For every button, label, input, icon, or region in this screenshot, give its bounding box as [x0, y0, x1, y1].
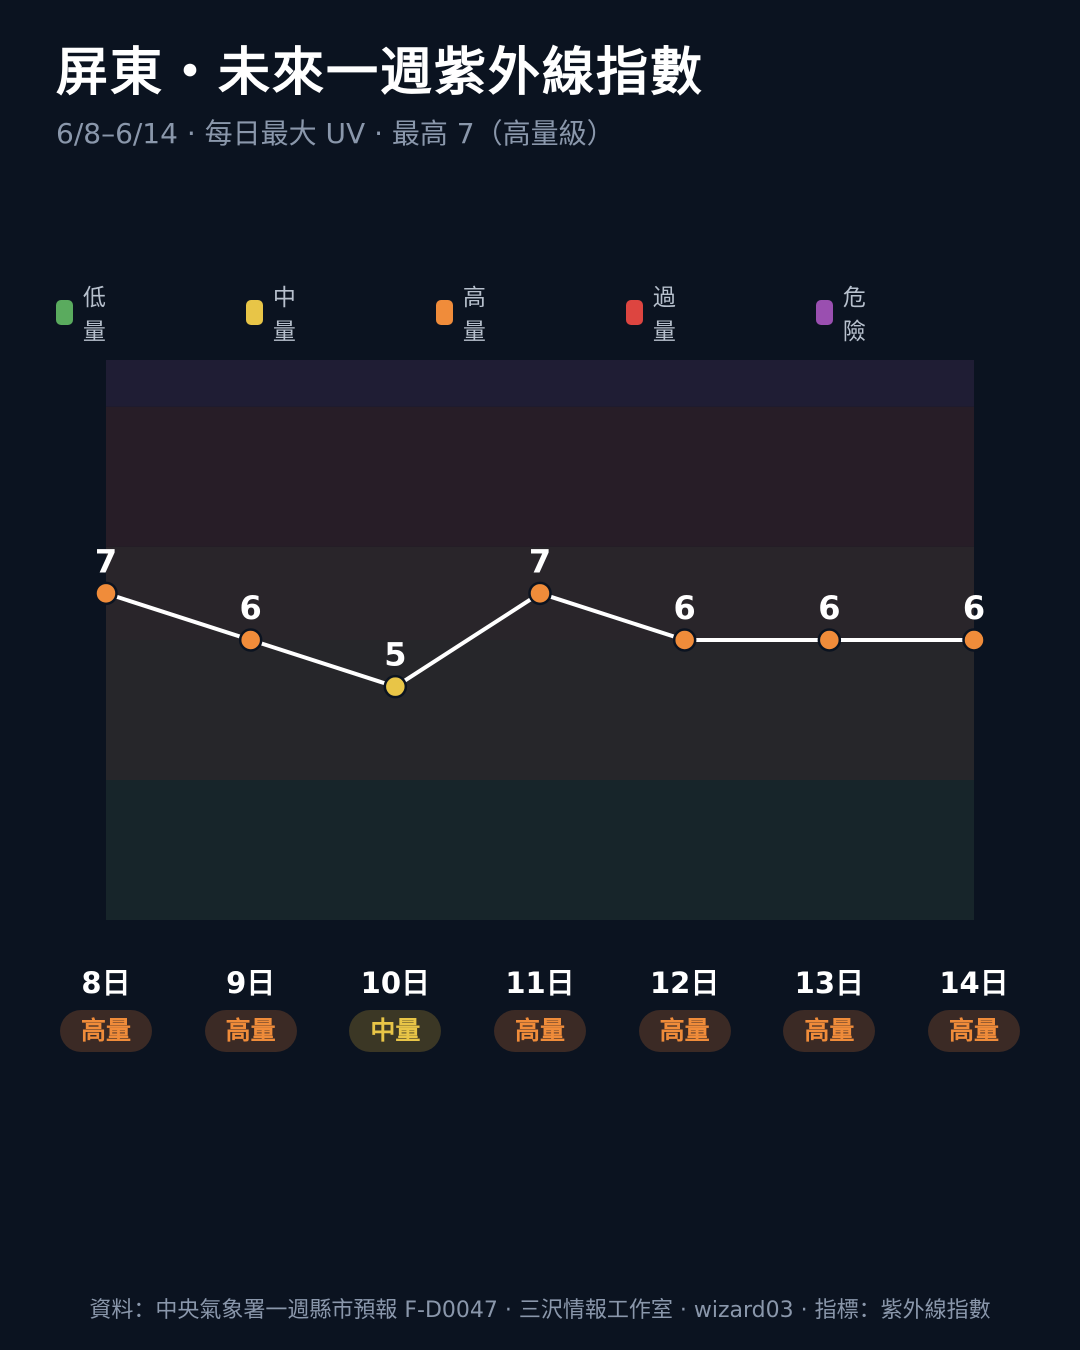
chart-subtitle: 6/8–6/14 · 每日最大 UV · 最高 7（高量級）	[56, 117, 615, 150]
level-badge: 高量	[494, 1010, 586, 1052]
data-point	[238, 628, 263, 652]
level-badge: 高量	[928, 1010, 1020, 1052]
data-label: 5	[384, 636, 406, 674]
legend-item: 危險	[816, 278, 874, 346]
data-label: 7	[95, 542, 117, 580]
data-label: 6	[674, 589, 696, 627]
band-低量	[106, 780, 974, 920]
data-label: 6	[963, 589, 985, 627]
legend-item: 低量	[56, 278, 114, 346]
legend-swatch	[436, 299, 453, 325]
legend-label: 低量	[82, 285, 106, 345]
data-point	[528, 581, 552, 606]
legend-label: 高量	[462, 285, 486, 345]
legend-label: 危險	[842, 285, 866, 345]
band-危險	[106, 360, 974, 407]
level-badge: 高量	[60, 1010, 152, 1052]
legend-swatch	[56, 299, 73, 325]
chart-title: 屏東・未來一週紫外線指數	[56, 43, 705, 103]
x-tick-label: 10日	[360, 966, 430, 1000]
legend-swatch	[816, 299, 833, 325]
level-badge: 中量	[349, 1010, 442, 1052]
legend-label: 過量	[652, 285, 676, 345]
source-footer: 資料：中央氣象署一週縣市預報 F-D0047 · 三沢情報工作室 · wizar…	[89, 1298, 991, 1323]
legend-swatch	[626, 299, 643, 325]
level-badge: 高量	[204, 1010, 297, 1052]
x-tick-label: 14日	[939, 966, 1009, 1000]
x-tick-label: 11日	[505, 966, 575, 1000]
legend-label: 中量	[272, 285, 296, 345]
x-tick-label: 8日	[81, 966, 131, 1000]
legend-item: 中量	[246, 278, 304, 346]
data-label: 7	[529, 542, 551, 580]
data-point	[817, 628, 842, 652]
level-badge: 高量	[638, 1010, 731, 1052]
data-label: 6	[818, 589, 840, 627]
level-badge: 高量	[783, 1010, 876, 1052]
band-過量	[106, 406, 974, 547]
band-中量	[106, 640, 974, 780]
data-label: 6	[240, 589, 262, 627]
x-tick-label: 13日	[794, 966, 864, 1000]
legend-item: 高量	[436, 278, 494, 346]
data-point	[672, 628, 697, 652]
data-point	[383, 674, 408, 699]
x-tick-label: 12日	[649, 966, 720, 1000]
data-point	[94, 581, 118, 606]
legend-swatch	[246, 299, 263, 325]
data-point	[962, 628, 986, 652]
legend-item: 過量	[626, 278, 684, 346]
x-tick-label: 9日	[226, 966, 276, 1000]
